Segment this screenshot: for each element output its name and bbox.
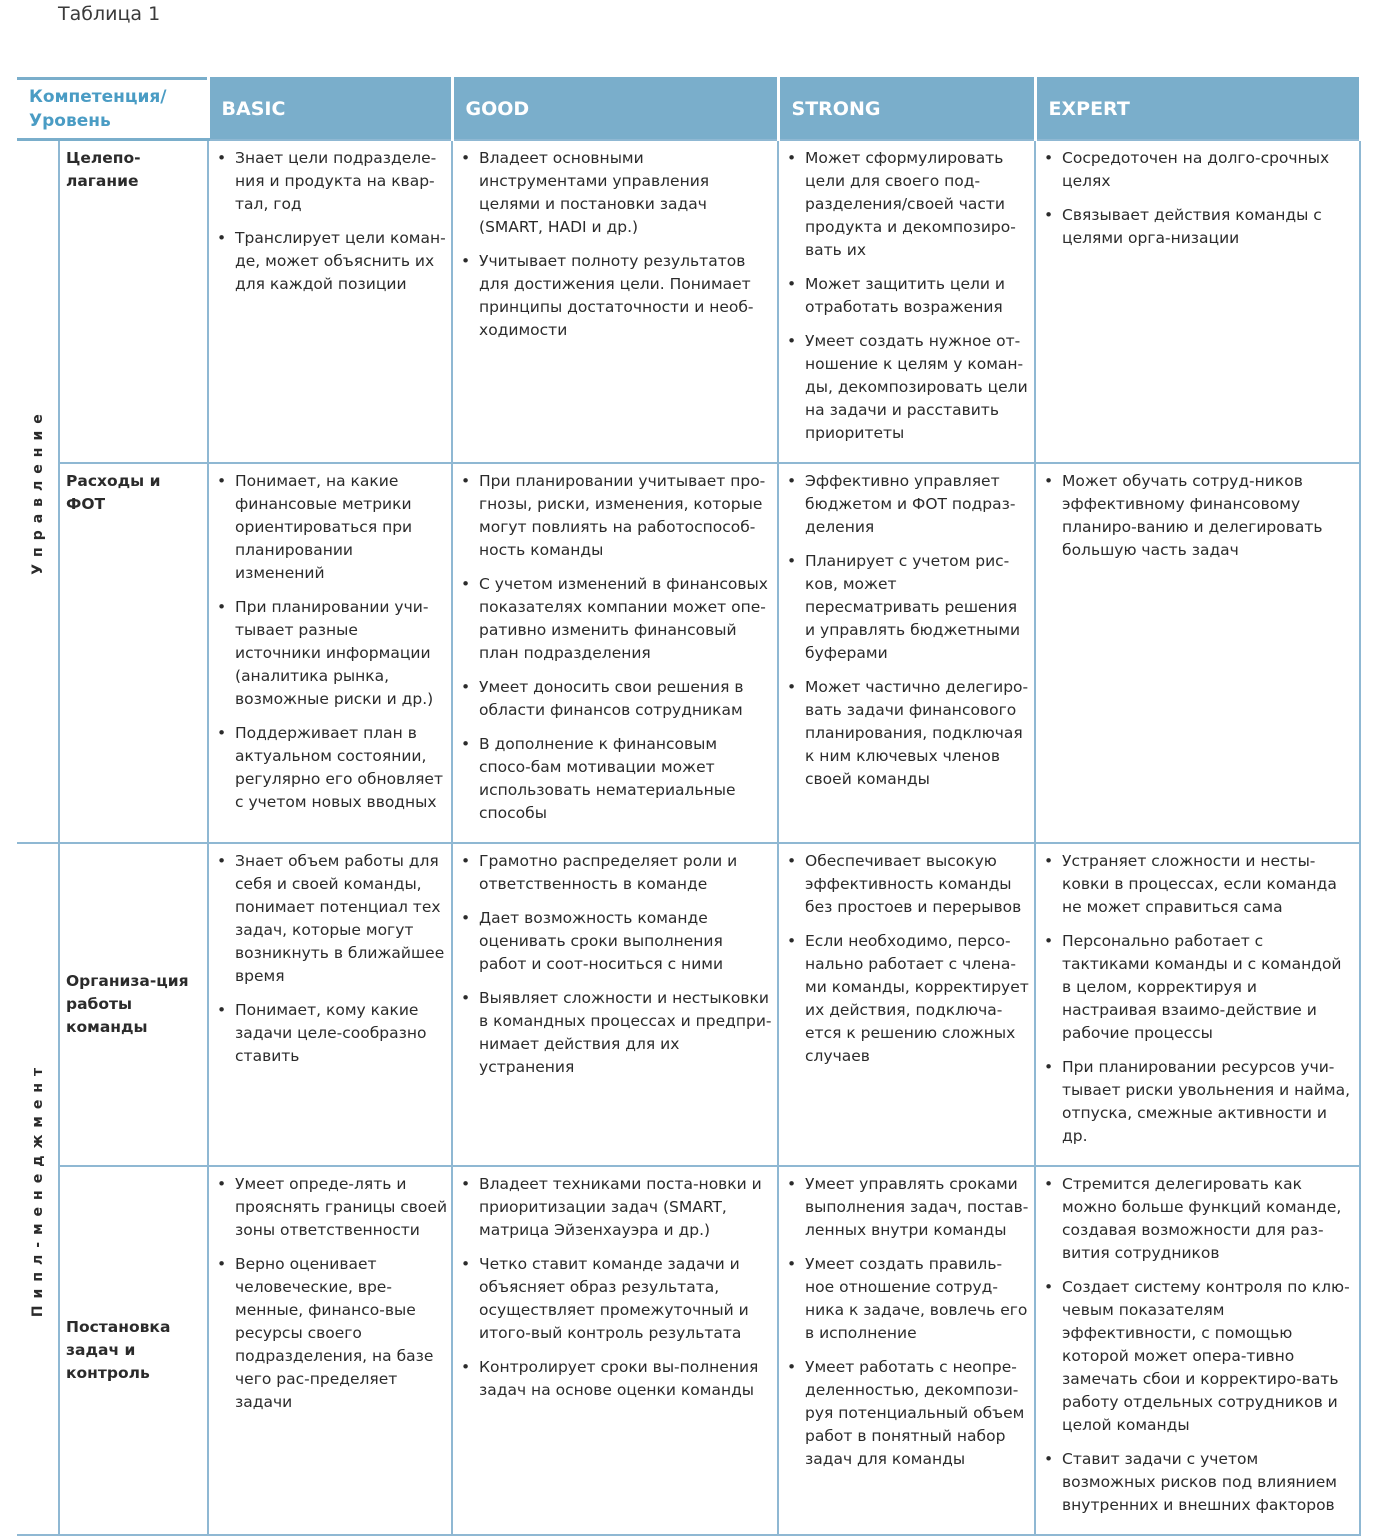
list-item: Учитывает полноту результатов для достиж…	[461, 250, 773, 342]
competency-table: Компетенция/ Уровень BASIC GOOD STRONG E…	[17, 77, 1362, 1536]
bullet-list: Может обучать сотруд-ников эффективному …	[1044, 470, 1355, 562]
bullet-list: Грамотно распределяет роли и ответственн…	[461, 850, 773, 1079]
group-label: Пипл-менеджмент	[29, 1060, 46, 1317]
list-item: Создает систему контроля по клю-чевым по…	[1044, 1276, 1355, 1437]
list-item: Знает объем работы для себя и своей кома…	[217, 850, 447, 988]
list-item: Верно оценивает человеческие, вре-менные…	[217, 1253, 447, 1414]
bullet-list: Умеет опреде-лять и прояснять границы св…	[217, 1173, 447, 1414]
bullet-list: Устраняет сложности и несты-ковки в проц…	[1044, 850, 1355, 1148]
list-item: Стремится делегировать как можно больше …	[1044, 1173, 1355, 1265]
group-cell: Пипл-менеджмент	[17, 841, 60, 1536]
list-item: С учетом изменений в финансовых показате…	[461, 573, 773, 665]
bullet-list: Владеет основными инструментами управлен…	[461, 147, 773, 342]
bullet-list: Сосредоточен на долго-срочных целях Связы…	[1044, 147, 1355, 250]
list-item: Умеет создать нужное от-ношение к целям …	[787, 330, 1030, 445]
list-item: Контролирует сроки вы-полнения задач на …	[461, 1356, 773, 1402]
list-item: Сосредоточен на долго-срочных целях	[1044, 147, 1355, 193]
cell-good: Владеет техниками поста-новки и приорити…	[451, 1164, 780, 1536]
corner-header: Компетенция/ Уровень	[17, 77, 210, 141]
table-caption: Таблица 1	[58, 3, 161, 25]
level-header-strong: STRONG	[776, 77, 1037, 141]
bullet-list: Знает объем работы для себя и своей кома…	[217, 850, 447, 1068]
table-row: Пипл-менеджмент Организа-ция работы коман…	[17, 841, 1362, 1536]
cell-basic: Знает цели подразделе-ния и продукта на …	[207, 138, 454, 464]
bullet-list: Понимает, на какие финансовые метрики ор…	[217, 470, 447, 814]
list-item: Связывает действия команды с целями орга…	[1044, 204, 1355, 250]
header-row: Компетенция/ Уровень BASIC GOOD STRONG E…	[17, 77, 1362, 141]
list-item: Понимает, на какие финансовые метрики ор…	[217, 470, 447, 585]
cell-expert: Может обучать сотруд-ников эффективному …	[1034, 461, 1362, 844]
list-item: Умеет управлять сроками выполнения задач…	[787, 1173, 1030, 1242]
bullet-list: Умеет управлять сроками выполнения задач…	[787, 1173, 1030, 1471]
list-item: Умеет создать правиль-ное отношение сотр…	[787, 1253, 1030, 1345]
cell-expert: Стремится делегировать как можно больше …	[1034, 1164, 1362, 1536]
cell-good: Владеет основными инструментами управлен…	[451, 138, 780, 464]
table-row: Постановка задач и контрольУмеет опреде-…	[17, 1164, 1362, 1536]
list-item: Владеет основными инструментами управлен…	[461, 147, 773, 239]
competency-label: Организа-ция работы команды	[57, 841, 210, 1167]
list-item: Персонально работает с тактиками команды…	[1044, 930, 1355, 1045]
table-row: Расходы и ФОТПонимает, на какие финансов…	[17, 461, 1362, 844]
list-item: При планировании учитывает про-гнозы, ри…	[461, 470, 773, 562]
level-header-good: GOOD	[450, 77, 780, 141]
list-item: Если необходимо, персо-нально работает с…	[787, 930, 1030, 1068]
cell-basic: Умеет опреде-лять и прояснять границы св…	[207, 1164, 454, 1536]
list-item: Ставит задачи с учетом возможных рисков …	[1044, 1448, 1355, 1517]
bullet-list: Владеет техниками поста-новки и приорити…	[461, 1173, 773, 1402]
list-item: Может обучать сотруд-ников эффективному …	[1044, 470, 1355, 562]
cell-expert: Сосредоточен на долго-срочных целях Связы…	[1034, 138, 1362, 464]
list-item: Знает цели подразделе-ния и продукта на …	[217, 147, 447, 216]
list-item: При планировании учи-тывает разные источ…	[217, 596, 447, 711]
cell-strong: Умеет управлять сроками выполнения задач…	[777, 1164, 1037, 1536]
cell-basic: Понимает, на какие финансовые метрики ор…	[207, 461, 454, 844]
group-label: Управление	[29, 407, 46, 576]
list-item: Дает возможность команде оценивать сроки…	[461, 907, 773, 976]
list-item: Умеет опреде-лять и прояснять границы св…	[217, 1173, 447, 1242]
list-item: Выявляет сложности и нестыковки в команд…	[461, 987, 773, 1079]
list-item: Обеспечивает высокую эффективность коман…	[787, 850, 1030, 919]
bullet-list: Эффективно управляет бюджетом и ФОТ подр…	[787, 470, 1030, 791]
list-item: В дополнение к финансовым спосо-бам моти…	[461, 733, 773, 825]
cell-strong: Эффективно управляет бюджетом и ФОТ подр…	[777, 461, 1037, 844]
list-item: Понимает, кому какие задачи целе-сообраз…	[217, 999, 447, 1068]
list-item: Может сформулировать цели для своего под…	[787, 147, 1030, 262]
bullet-list: Стремится делегировать как можно больше …	[1044, 1173, 1355, 1517]
cell-expert: Устраняет сложности и несты-ковки в проц…	[1034, 841, 1362, 1167]
competency-label: Целепо-лагание	[57, 138, 210, 464]
list-item: Может защитить цели и отработать возраже…	[787, 273, 1030, 319]
bullet-list: Может сформулировать цели для своего под…	[787, 147, 1030, 445]
list-item: Поддерживает план в актуальном состоянии…	[217, 722, 447, 814]
list-item: Транслирует цели коман-де, может объясни…	[217, 227, 447, 296]
list-item: Грамотно распределяет роли и ответственн…	[461, 850, 773, 896]
list-item: Четко ставит команде задачи и объясняет …	[461, 1253, 773, 1345]
level-header-basic: BASIC	[206, 77, 454, 141]
competency-label: Расходы и ФОТ	[57, 461, 210, 844]
cell-strong: Может сформулировать цели для своего под…	[777, 138, 1037, 464]
bullet-list: Знает цели подразделе-ния и продукта на …	[217, 147, 447, 296]
group-cell: Управление	[17, 138, 60, 844]
list-item: При планировании ресурсов учи-тывает рис…	[1044, 1056, 1355, 1148]
cell-basic: Знает объем работы для себя и своей кома…	[207, 841, 454, 1167]
list-item: Владеет техниками поста-новки и приорити…	[461, 1173, 773, 1242]
list-item: Планирует с учетом рис-ков, может пересм…	[787, 550, 1030, 665]
list-item: Эффективно управляет бюджетом и ФОТ подр…	[787, 470, 1030, 539]
table-row: Управление Целепо-лаганиеЗнает цели подра…	[17, 138, 1362, 844]
list-item: Устраняет сложности и несты-ковки в проц…	[1044, 850, 1355, 919]
list-item: Может частично делегиро-вать задачи фина…	[787, 676, 1030, 791]
bullet-list: Обеспечивает высокую эффективность коман…	[787, 850, 1030, 1068]
cell-good: Грамотно распределяет роли и ответственн…	[451, 841, 780, 1167]
cell-strong: Обеспечивает высокую эффективность коман…	[777, 841, 1037, 1167]
list-item: Умеет доносить свои решения в области фи…	[461, 676, 773, 722]
competency-label: Постановка задач и контроль	[57, 1164, 210, 1536]
list-item: Умеет работать с неопре-деленностью, дек…	[787, 1356, 1030, 1471]
level-header-expert: EXPERT	[1033, 77, 1362, 141]
bullet-list: При планировании учитывает про-гнозы, ри…	[461, 470, 773, 825]
cell-good: При планировании учитывает про-гнозы, ри…	[451, 461, 780, 844]
